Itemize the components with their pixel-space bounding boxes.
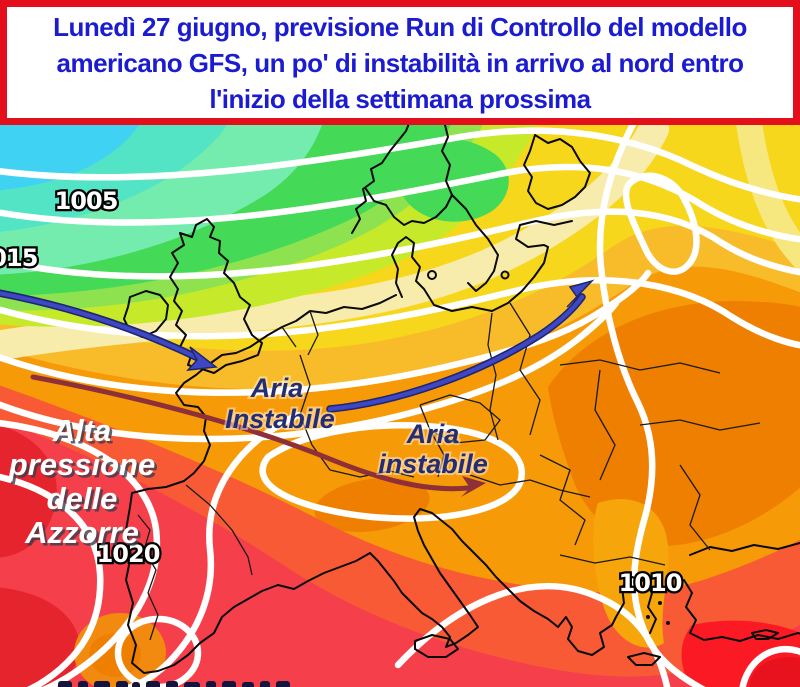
coast-ireland bbox=[123, 290, 169, 338]
isobar-label-1010: 1010 bbox=[619, 569, 682, 597]
isobar-label-1015: 1015 bbox=[0, 244, 38, 272]
azores-high-line-1: Alta bbox=[52, 413, 112, 448]
coast-aegean-island-3 bbox=[666, 621, 670, 625]
headline-line-1: Lunedì 27 giugno, previsione Run di Cont… bbox=[53, 11, 747, 42]
unstable-air-east-line-1: Aria bbox=[406, 419, 460, 449]
color-blob-green-scandinavia bbox=[391, 137, 509, 222]
coast-zealand-island bbox=[427, 270, 437, 280]
isobar-hook-east bbox=[622, 172, 700, 275]
isobar-alps-ring bbox=[259, 422, 525, 522]
unstable-air-label-west: Aria Instabile bbox=[223, 371, 337, 436]
isobar-label-1005: 1005 bbox=[55, 187, 118, 215]
headline-banner: Lunedì 27 giugno, previsione Run di Cont… bbox=[0, 0, 800, 125]
coast-great-britain bbox=[169, 218, 263, 374]
svg-text:Alta: Alta bbox=[54, 416, 114, 451]
unstable-air-east-line-2: instabile bbox=[378, 449, 488, 479]
weather-map: 1005 1015 1020 1010 Alta Alta pressione … bbox=[0, 125, 800, 687]
isobar-ridge-inner bbox=[0, 473, 104, 687]
unstable-air-west-line-2: Instabile bbox=[225, 404, 335, 434]
coast-italy-adriatic bbox=[369, 508, 559, 648]
coast-norway-south bbox=[365, 125, 453, 226]
isobar-mid-2 bbox=[0, 299, 620, 443]
coast-aegean-island-1 bbox=[646, 615, 650, 619]
arrowhead-west bbox=[186, 346, 218, 371]
headline-line-2: americano GFS, un po' di instabilità in … bbox=[56, 47, 744, 78]
coast-gotland-island bbox=[500, 270, 510, 280]
coast-sicily bbox=[414, 634, 459, 658]
color-field bbox=[0, 125, 800, 687]
svg-text:Azzorre: Azzorre bbox=[27, 518, 142, 553]
color-blob-crimson-southwest bbox=[0, 587, 80, 687]
cropped-watermark-text bbox=[58, 681, 290, 687]
color-blob-dark-red-corner bbox=[750, 657, 800, 687]
isobar-label-1020: 1020 bbox=[97, 540, 160, 568]
isobar-arc-southeast bbox=[739, 645, 800, 687]
isobar-lines bbox=[0, 125, 800, 687]
color-blob-crimson-west bbox=[0, 425, 57, 558]
cold-flow-arrow-west bbox=[0, 289, 218, 371]
isobar-value-labels: 1005 1015 1020 1010 bbox=[0, 185, 685, 600]
arrowhead-east bbox=[566, 279, 595, 308]
cold-flow-arrow-east bbox=[326, 279, 595, 413]
warm-flow-arrow-south bbox=[30, 374, 486, 497]
coast-crete bbox=[627, 652, 661, 666]
arrowhead-south bbox=[461, 476, 486, 497]
isobar-ring-southwest bbox=[114, 615, 202, 687]
azores-high-line-2: pressione bbox=[8, 447, 155, 482]
svg-text:delle: delle bbox=[49, 484, 120, 519]
isobar-1015-line bbox=[0, 277, 800, 349]
country-borders bbox=[137, 302, 761, 641]
isobar-1010-trough bbox=[596, 125, 706, 687]
coast-turkey-north bbox=[689, 542, 800, 556]
isobar-1005-line bbox=[0, 208, 800, 280]
svg-text:pressione: pressione bbox=[10, 450, 157, 485]
azores-high-label: Alta Alta pressione pressione delle dell… bbox=[8, 413, 158, 553]
isobar-ridge-outer bbox=[0, 420, 161, 687]
weather-map-canvas: 1005 1015 1020 1010 Alta Alta pressione … bbox=[0, 125, 800, 687]
isobar-north-1 bbox=[0, 127, 800, 203]
isobar-north-2 bbox=[0, 163, 800, 243]
coast-baltic bbox=[391, 220, 573, 312]
color-band-pale-yellow-east bbox=[736, 125, 800, 273]
isobar-1020-line bbox=[121, 411, 302, 687]
azores-high-line-3: delle bbox=[47, 481, 118, 516]
coast-west-europe-iberia bbox=[125, 294, 397, 674]
coast-sweden-east bbox=[451, 194, 499, 292]
unstable-air-label-east: Aria instabile bbox=[376, 417, 490, 481]
azores-high-line-4: Azzorre bbox=[24, 515, 139, 550]
coast-turkey-west bbox=[683, 579, 800, 642]
coastlines bbox=[123, 125, 800, 674]
headline-line-3: l'inizio della settimana prossima bbox=[209, 83, 591, 114]
coast-greece bbox=[557, 576, 657, 656]
coast-cyprus bbox=[751, 629, 779, 640]
coast-finland bbox=[523, 134, 591, 210]
coast-norway-west bbox=[351, 125, 410, 234]
unstable-air-west-line-1: Aria bbox=[250, 373, 304, 403]
coast-aegean-island-2 bbox=[658, 601, 662, 605]
